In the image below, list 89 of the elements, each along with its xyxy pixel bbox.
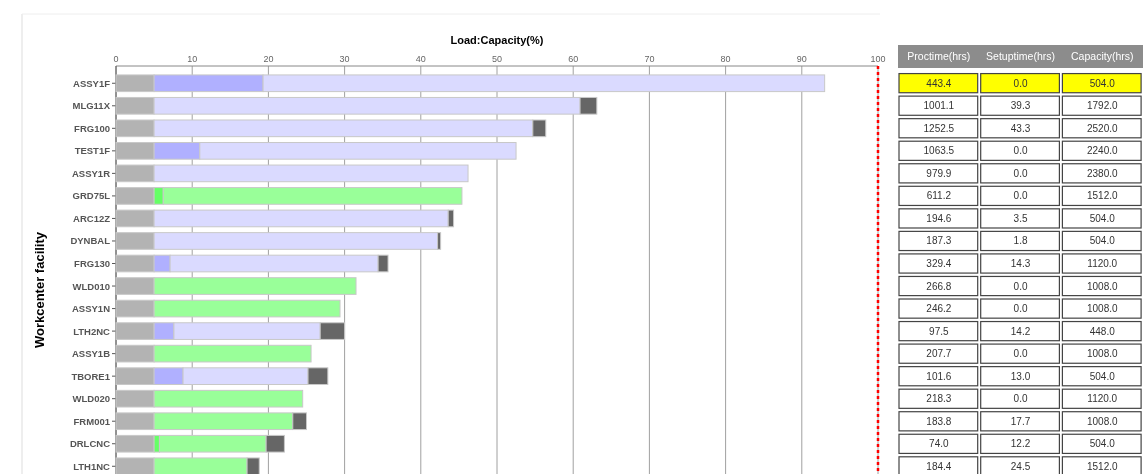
text: 43.3 (1010, 122, 1031, 134)
category-label: Proctime(hrs) (907, 50, 971, 62)
text: 12.2 (1010, 438, 1031, 450)
text: 329.4 (926, 258, 952, 269)
y-tick-label: ASSY1B (71, 348, 111, 360)
x-tick-label: 30 (339, 54, 350, 64)
y-tick-label: DYNBAL (70, 235, 111, 247)
text: 2520.0 (1086, 122, 1118, 134)
text: 1120.0 (1087, 258, 1118, 269)
text: 448.0 (1089, 325, 1115, 337)
bar (115, 434, 155, 453)
text: 1008.0 (1086, 348, 1118, 360)
text: 1001.1 (923, 100, 955, 112)
text: 24.5 (1010, 460, 1031, 472)
text: 611.2 (926, 190, 951, 202)
x-tick-label: 0 (113, 54, 119, 64)
text: 97.5 (929, 325, 949, 337)
text: 2380.0 (1086, 167, 1118, 179)
text: 0.0 (1013, 190, 1028, 202)
text: 266.8 (926, 280, 952, 292)
text: 504.0 (1089, 77, 1115, 89)
text: 504.0 (1089, 235, 1115, 247)
text: 504.0 (1089, 212, 1115, 224)
text: 3.5 (1013, 212, 1028, 224)
text: 0.0 (1013, 393, 1028, 405)
text: 1792.0 (1086, 100, 1118, 112)
y-tick-label: WLD010 (72, 280, 110, 292)
text: 0.0 (1013, 348, 1028, 360)
text: 14.3 (1010, 258, 1031, 269)
text: 194.6 (926, 212, 952, 224)
x-tick-label: 50 (491, 54, 503, 64)
text: 0.0 (1013, 167, 1028, 179)
text: 504.0 (1089, 438, 1115, 450)
text: 1512.0 (1086, 190, 1118, 202)
text: 207.7 (926, 348, 952, 360)
y-tick-label: TBORE1 (71, 370, 111, 382)
x-tick-label: 80 (720, 54, 731, 64)
x-tick-label: 100 (870, 54, 886, 64)
category-label: Setuptime(hrs) (986, 50, 1055, 62)
text: 1008.0 (1086, 280, 1118, 292)
text: 1120.0 (1087, 393, 1118, 405)
text: 1252.5 (923, 122, 955, 134)
text: 184.4 (926, 460, 952, 472)
y-tick-label: FRG130 (74, 258, 110, 270)
text: 1063.5 (923, 145, 955, 157)
text: 0.0 (1013, 77, 1028, 89)
y-tick-label: TEST1F (74, 145, 111, 157)
x-tick-label: 40 (415, 54, 426, 64)
y-tick-label: FRG100 (74, 122, 110, 134)
y-tick-label: LTH1NC (73, 460, 111, 472)
text: 1008.0 (1086, 303, 1118, 315)
category-label: Capacity(hrs) (1071, 50, 1134, 62)
x-tick-label: 10 (187, 54, 198, 64)
text: 17.7 (1010, 415, 1031, 427)
y-tick-label: ASSY1F (73, 77, 111, 89)
x-tick-label: 20 (263, 54, 274, 64)
y-tick-label: ASSY1N (71, 303, 111, 315)
x-tick-label: 70 (644, 54, 655, 64)
text: 443.4 (926, 77, 952, 89)
text: 2240.0 (1086, 145, 1118, 157)
y-tick-label: GRD75L (72, 190, 111, 202)
y-tick-label: MLG11X (72, 100, 111, 112)
text: 979.9 (926, 167, 952, 179)
y-tick-label: ASSY1R (71, 167, 111, 179)
y-tick-label: LTH2NC (73, 325, 111, 337)
text: 187.3 (926, 235, 952, 247)
y-tick-label: DRLCNC (69, 438, 111, 450)
text: 218.3 (926, 393, 952, 405)
y-axis-title: Workcenter facility (32, 231, 47, 349)
text: 504.0 (1089, 370, 1115, 382)
text: 1008.0 (1086, 415, 1118, 427)
x-tick-label: 90 (796, 54, 807, 64)
text: 183.8 (926, 415, 952, 427)
chart-title: Load:Capacity(%) (450, 34, 544, 46)
text: 0.0 (1013, 280, 1028, 292)
text: 1512.0 (1086, 460, 1118, 472)
y-tick-label: ARC12Z (73, 212, 111, 224)
y-tick-label: WLD020 (72, 393, 110, 405)
text: 0.0 (1013, 145, 1028, 157)
text: 13.0 (1010, 370, 1031, 382)
y-tick-label: FRM001 (73, 415, 111, 427)
text: 14.2 (1010, 325, 1031, 337)
text: 0.0 (1013, 303, 1028, 315)
text: 74.0 (929, 438, 949, 450)
text: 101.6 (926, 370, 952, 382)
text: 39.3 (1010, 100, 1031, 112)
text: 246.2 (926, 303, 952, 315)
text: 1.8 (1013, 235, 1028, 247)
x-tick-label: 60 (568, 54, 579, 64)
